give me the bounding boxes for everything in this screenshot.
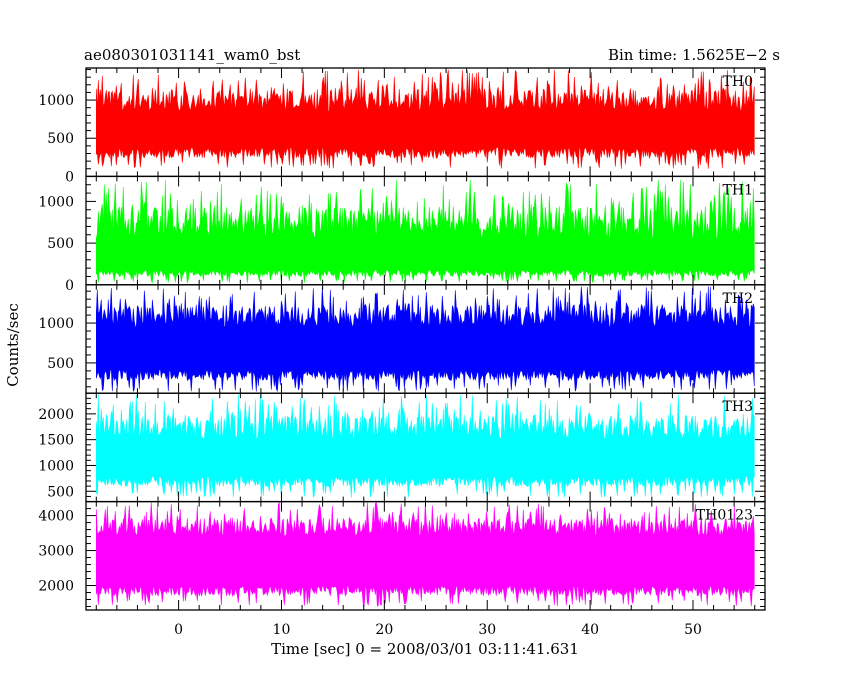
y-tick-label: 500	[47, 131, 74, 147]
panel-label-th3: TH3	[723, 399, 753, 415]
y-tick-label: 2000	[38, 407, 74, 423]
y-tick-label: 1500	[38, 433, 74, 449]
x-tick-label: 50	[684, 622, 702, 638]
y-axis-label: Counts/sec	[4, 303, 22, 387]
y-tick-label: 0	[65, 169, 74, 185]
series-th2-band	[96, 286, 755, 392]
x-tick-label: 20	[375, 622, 393, 638]
panel-label-th1: TH1	[723, 182, 753, 198]
panel-th1: 0 500 1000 TH1	[38, 175, 766, 294]
chart-title-left: ae080301031141_wam0_bst	[84, 46, 300, 64]
series-th1-band	[96, 179, 755, 284]
chart-title-right: Bin time: 1.5625E−2 s	[608, 46, 780, 64]
y-tick-label: 0	[65, 278, 74, 294]
y-tick-label: 1000	[38, 316, 74, 332]
panel-th2: 500 1000 TH2	[38, 284, 766, 394]
x-axis-labels: 0 10 20 30 40 50	[174, 622, 702, 638]
panel-label-th0: TH0	[723, 74, 753, 90]
panel-th3: 500 1000 1500 2000 TH3	[38, 392, 766, 503]
panel-th0123: 2000 3000 4000 TH0123	[38, 500, 766, 611]
series-th0-band	[96, 69, 755, 169]
x-tick-label: 10	[273, 622, 291, 638]
panels-group: 0 500 1000 TH0 0 500 1000 TH1 500 1000 TH2 500 1000 1…	[38, 67, 766, 611]
y-tick-label: 500	[47, 236, 74, 252]
y-tick-label: 1000	[38, 93, 74, 109]
x-axis-label: Time [sec] 0 = 2008/03/01 03:11:41.631	[271, 640, 579, 658]
series-th0123-band	[96, 501, 755, 607]
y-tick-label: 500	[47, 484, 74, 500]
y-tick-label: 1000	[38, 458, 74, 474]
series-th3-band	[96, 394, 755, 498]
x-tick-label: 0	[174, 622, 183, 638]
panel-label-th0123: TH0123	[696, 508, 753, 524]
y-tick-label: 2000	[38, 579, 74, 595]
y-tick-label: 4000	[38, 509, 74, 525]
panel-th0: 0 500 1000 TH0	[38, 67, 766, 185]
y-tick-label: 500	[47, 356, 74, 372]
x-tick-label: 30	[478, 622, 496, 638]
y-tick-label: 1000	[38, 194, 74, 210]
y-tick-label: 3000	[38, 544, 74, 560]
x-tick-label: 40	[581, 622, 599, 638]
panel-label-th2: TH2	[723, 291, 753, 307]
